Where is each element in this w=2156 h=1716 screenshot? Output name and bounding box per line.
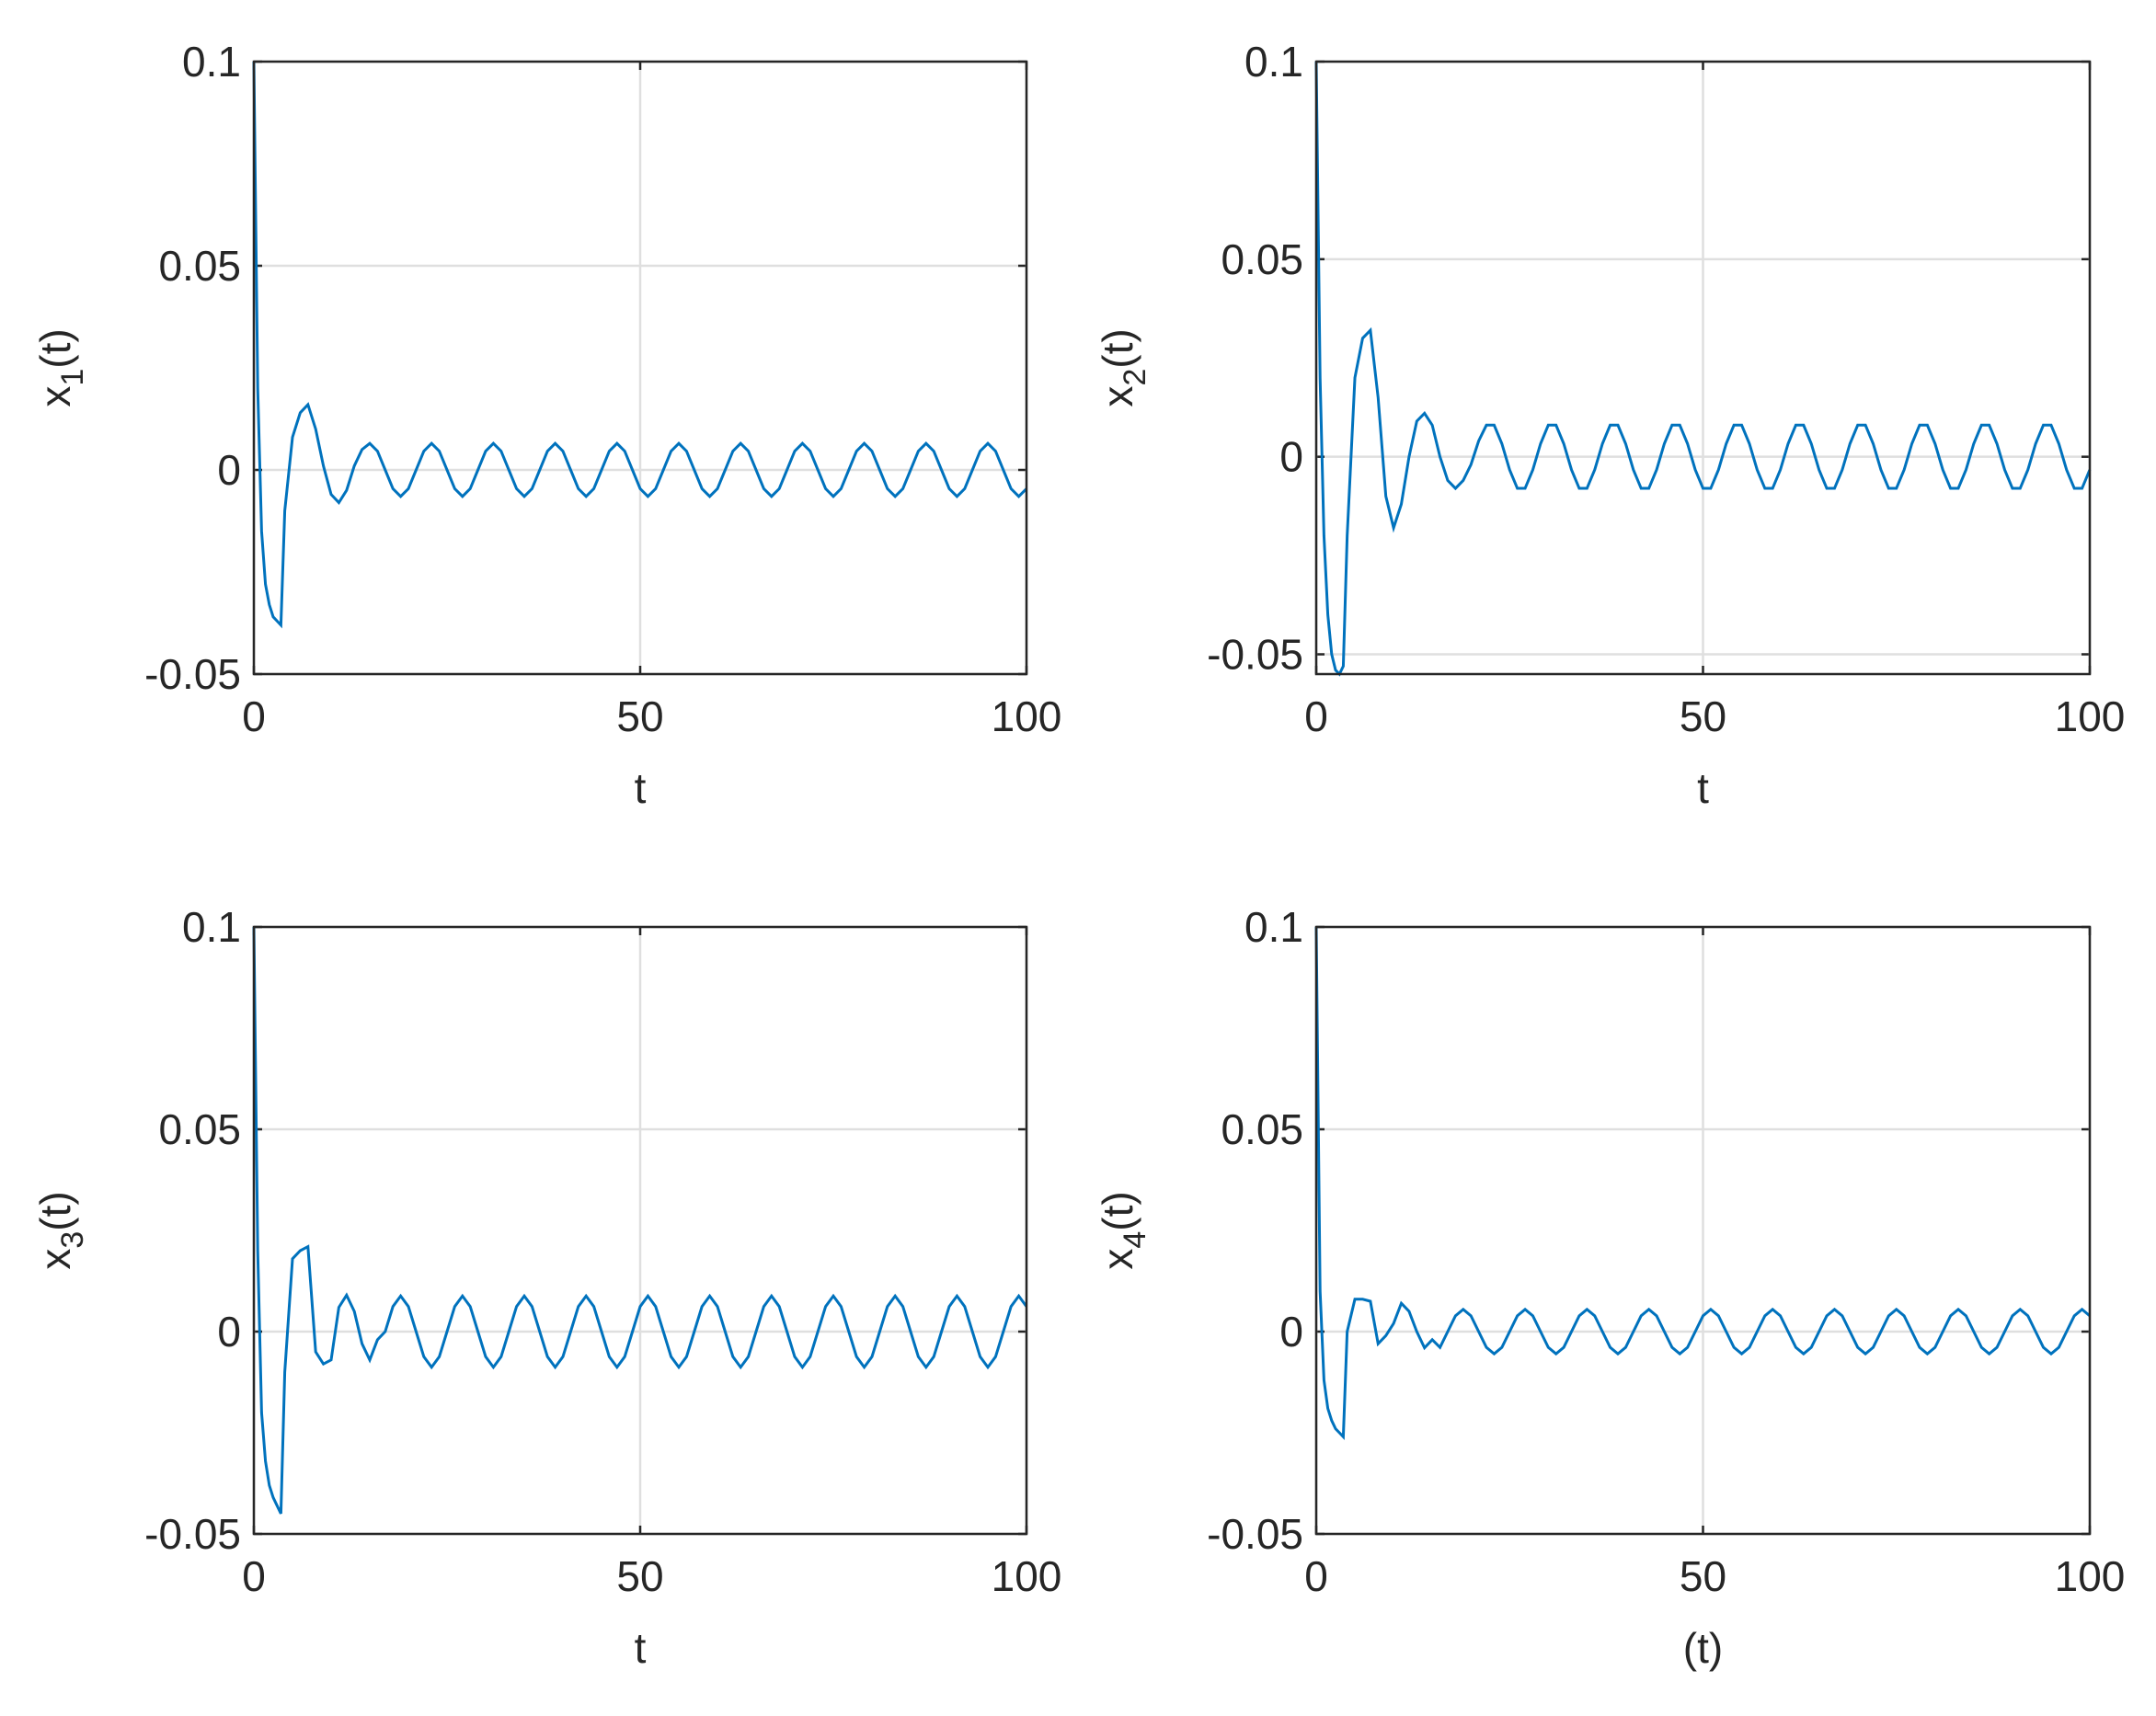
y-tick-label: 0.1: [182, 38, 241, 86]
y-tick-label: 0.05: [1221, 1105, 1303, 1153]
y-label-suffix: (t): [1094, 328, 1141, 368]
y-label-subscript: 1: [55, 369, 90, 386]
y-tick-label: 0.05: [1221, 235, 1303, 283]
x-axis-label: t: [635, 764, 647, 812]
y-label-subscript: 4: [1118, 1231, 1153, 1249]
y-tick-label: 0.1: [1244, 38, 1303, 86]
y-label-text: x: [1094, 1249, 1141, 1270]
x-tick-label: 50: [1680, 692, 1726, 740]
y-tick-label: 0: [1279, 433, 1303, 481]
x-tick-label: 100: [992, 1552, 1062, 1600]
x-tick-label: 50: [616, 1552, 663, 1600]
axes-box: [1314, 60, 2092, 676]
x-tick-label: 50: [1680, 1552, 1726, 1600]
x-tick-label: 100: [2055, 1552, 2126, 1600]
x-tick-label: 0: [1304, 1552, 1328, 1600]
y-label-text: x: [1094, 386, 1141, 407]
y-tick-label: 0: [217, 1308, 241, 1356]
y-label-subscript: 2: [1118, 369, 1153, 386]
x-axis-label: t: [1697, 764, 1709, 812]
y-label-suffix: (t): [1094, 1191, 1141, 1230]
y-label-text: x: [31, 386, 79, 407]
y-label-suffix: (t): [31, 1191, 79, 1230]
y-label-subscript: 3: [55, 1231, 90, 1249]
y-axis-label: x3(t): [31, 1191, 90, 1269]
y-tick-label: -0.05: [1207, 1510, 1303, 1558]
x-tick-label: 0: [242, 1552, 266, 1600]
y-tick-label: 0: [217, 446, 241, 494]
y-tick-label: -0.05: [144, 650, 241, 698]
x-tick-label: 0: [242, 692, 266, 740]
x-axis-label: (t): [1683, 1624, 1723, 1672]
data-line: [1314, 61, 2092, 677]
axes-box: [252, 60, 1028, 676]
y-tick-label: -0.05: [144, 1510, 241, 1558]
x-tick-label: 50: [616, 692, 663, 740]
x-tick-label: 100: [992, 692, 1062, 740]
y-tick-label: 0.05: [158, 242, 241, 290]
y-label-text: x: [31, 1249, 79, 1270]
y-tick-label: -0.05: [1207, 631, 1303, 679]
axes-box: [1314, 925, 2092, 1536]
y-axis-label: x2(t): [1094, 328, 1153, 406]
y-tick-label: 0: [1279, 1308, 1303, 1356]
y-tick-label: 0.1: [182, 903, 241, 951]
data-line: [252, 61, 1028, 629]
x-tick-label: 0: [1304, 692, 1328, 740]
y-label-suffix: (t): [31, 328, 79, 368]
axes-box: [252, 925, 1028, 1536]
y-tick-label: 0.1: [1244, 903, 1303, 951]
y-axis-label: x4(t): [1094, 1191, 1153, 1269]
data-line: [1314, 926, 2091, 1441]
y-tick-label: 0.05: [158, 1105, 241, 1153]
data-line: [252, 926, 1028, 1515]
x-axis-label: t: [635, 1624, 647, 1672]
y-axis-label: x1(t): [31, 328, 90, 406]
x-tick-label: 100: [2055, 692, 2126, 740]
